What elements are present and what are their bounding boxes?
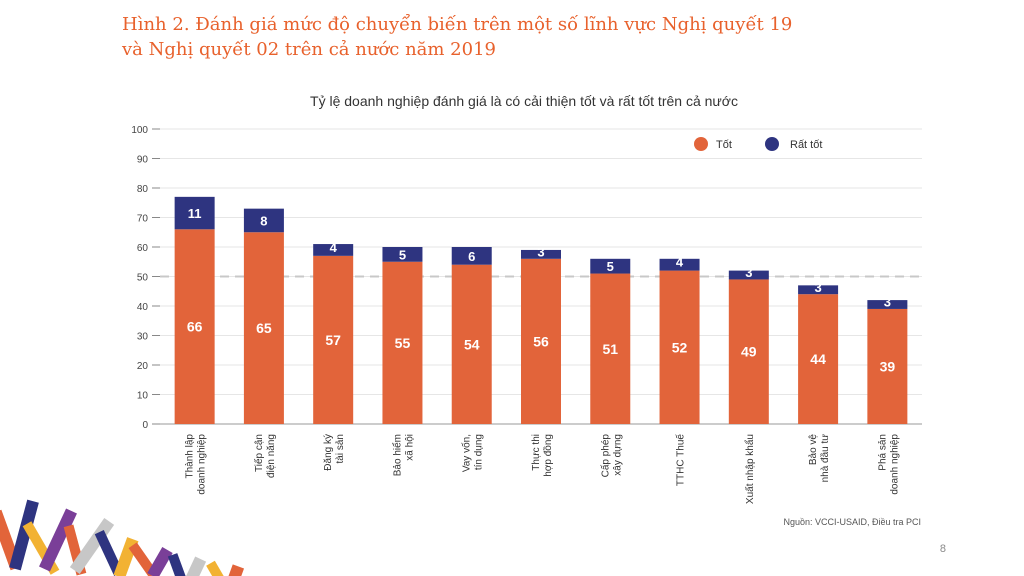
y-tick-label: 40 xyxy=(137,302,149,313)
decorative-strokes xyxy=(0,499,245,576)
data-label-tot: 57 xyxy=(325,332,341,348)
category-label: doanh nghiệp xyxy=(197,434,208,495)
data-label-rat-tot: 4 xyxy=(330,240,338,255)
figure-title-line-1: Hình 2. Đánh giá mức độ chuyển biến trên… xyxy=(122,14,793,35)
bar-tot xyxy=(243,232,284,424)
legend-label: Tốt xyxy=(716,139,732,151)
legend-swatch xyxy=(694,137,708,151)
data-label-rat-tot: 11 xyxy=(188,206,202,221)
figure-title-line-2: và Nghị quyết 02 trên cả nước năm 2019 xyxy=(122,39,496,60)
category-label: nhà đầu tư xyxy=(819,434,831,483)
decorative-pattern xyxy=(0,499,245,576)
data-label-rat-tot: 3 xyxy=(745,265,752,280)
y-tick-label: 60 xyxy=(137,243,149,254)
category-label: hợp đồng xyxy=(542,434,554,477)
category-label: điện năng xyxy=(266,434,277,478)
category-label: Đăng ký xyxy=(323,434,334,471)
bar-rat-tot xyxy=(174,196,215,230)
data-label-rat-tot: 6 xyxy=(468,249,475,264)
data-label-rat-tot: 8 xyxy=(260,213,267,228)
bar-rat-tot xyxy=(313,244,354,256)
y-tick-label: 0 xyxy=(142,420,148,431)
bar-tot xyxy=(313,255,354,424)
bar-rat-tot xyxy=(521,249,561,259)
data-label-tot: 65 xyxy=(256,320,272,336)
bar-rat-tot xyxy=(382,247,423,262)
legend-swatch xyxy=(765,137,779,151)
category-label: Tiếp cận xyxy=(253,434,265,472)
y-tick-label: 20 xyxy=(137,361,149,372)
data-label-tot: 54 xyxy=(464,336,480,352)
y-tick-label: 90 xyxy=(137,155,149,166)
y-tick-label: 80 xyxy=(137,184,149,195)
bar-tot xyxy=(728,279,769,424)
category-label: doanh nghiệp xyxy=(889,434,900,495)
category-label: Vay vốn, xyxy=(461,434,473,472)
legend-label: Rất tốt xyxy=(790,139,822,151)
bar-tot xyxy=(590,273,631,424)
data-label-rat-tot: 3 xyxy=(537,244,544,259)
data-label-rat-tot: 5 xyxy=(607,259,614,274)
y-tick-label: 10 xyxy=(137,391,149,402)
chart-title: Tỷ lệ doanh nghiệp đánh giá là có cải th… xyxy=(310,93,738,109)
legend: Tốt Rất tốt xyxy=(694,137,822,151)
bar-rat-tot xyxy=(728,270,769,280)
data-label-tot: 49 xyxy=(741,344,757,360)
category-label: TTHC Thuế xyxy=(675,434,687,486)
bar-rat-tot xyxy=(451,247,492,265)
y-tick-label: 100 xyxy=(131,125,148,136)
data-label-rat-tot: 3 xyxy=(884,295,891,310)
data-label-rat-tot: 4 xyxy=(676,255,684,270)
bar-rat-tot xyxy=(590,258,631,274)
page-number: 8 xyxy=(939,543,946,555)
bar-rat-tot xyxy=(867,300,908,309)
category-label: Cấp phép xyxy=(599,434,611,478)
bar-tot xyxy=(174,229,215,424)
data-label-tot: 44 xyxy=(810,351,826,367)
bar-tot xyxy=(798,294,839,424)
category-label: Thực thi xyxy=(531,434,542,471)
category-label: tín dụng xyxy=(474,434,485,470)
bar-rat-tot xyxy=(243,208,284,233)
category-label: Bảo hiểm xyxy=(391,434,403,476)
category-label: xã hội xyxy=(404,434,415,461)
bar-tot xyxy=(867,308,908,424)
data-label-tot: 51 xyxy=(602,341,618,357)
category-label: Bảo vệ xyxy=(808,434,819,466)
category-label: tài sản xyxy=(335,434,346,463)
bar-tot xyxy=(659,270,700,424)
category-label: Thành lập xyxy=(185,434,196,479)
y-tick-label: 30 xyxy=(137,332,149,343)
data-label-tot: 52 xyxy=(672,339,688,355)
bar-rat-tot xyxy=(798,285,839,295)
figure-title: Hình 2. Đánh giá mức độ chuyển biến trên… xyxy=(122,12,822,62)
data-label-tot: 56 xyxy=(533,333,549,349)
data-label-rat-tot: 3 xyxy=(814,280,821,295)
source-note: Nguồn: VCCI-USAID, Điều tra PCI xyxy=(783,517,921,527)
bar-tot xyxy=(521,258,561,424)
category-label: Xuất nhập khẩu xyxy=(744,434,756,504)
data-label-tot: 55 xyxy=(395,335,411,351)
y-tick-label: 70 xyxy=(137,214,149,225)
data-label-tot: 66 xyxy=(187,319,203,335)
data-label-rat-tot: 5 xyxy=(399,247,406,262)
y-tick-label: 50 xyxy=(137,273,149,284)
bar-tot xyxy=(451,264,492,424)
data-label-tot: 39 xyxy=(880,358,896,374)
bar-rat-tot xyxy=(659,258,700,271)
category-labels: Thành lập doanh nghiệp Tiếp cận điện năng Đă… xyxy=(185,434,901,504)
category-label: xây dựng xyxy=(612,434,623,476)
bar-tot xyxy=(382,261,423,424)
category-label: Phá sản xyxy=(877,434,888,471)
